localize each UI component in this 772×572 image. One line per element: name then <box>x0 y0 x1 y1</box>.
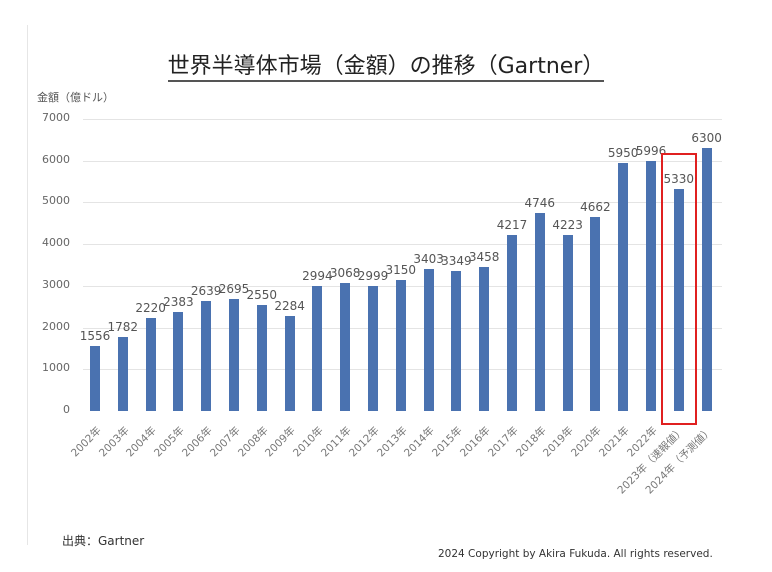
bar-18 <box>590 216 601 411</box>
x-tick-label: 2003年 <box>96 424 132 460</box>
bar-22 <box>701 148 712 411</box>
value-label: 3403 <box>413 252 444 267</box>
value-label: 3150 <box>385 262 417 277</box>
bar-12 <box>423 269 434 411</box>
value-label: 4223 <box>552 217 583 232</box>
y-tick-label: 7000 <box>42 111 70 124</box>
bar-3 <box>173 311 184 411</box>
value-label: 3458 <box>468 249 500 264</box>
value-label: 5330 <box>663 171 695 186</box>
bar-11 <box>395 279 406 411</box>
copyright-note: 2024 Copyright by Akira Fukuda. All righ… <box>438 548 713 560</box>
x-tick-label: 2020年 <box>569 424 605 460</box>
x-tick-label: 2018年 <box>513 424 549 460</box>
gridline <box>83 119 722 120</box>
x-tick-label: 2005年 <box>152 424 188 460</box>
x-tick-label: 2019年 <box>541 424 577 460</box>
x-tick-label: 2015年 <box>430 424 466 460</box>
value-label: 5996 <box>635 143 667 158</box>
y-tick-label: 0 <box>63 403 70 416</box>
value-label: 2695 <box>218 281 250 296</box>
bar-4 <box>201 300 212 411</box>
chart-title-text: 世界半導体市場（金額）の推移（Gartner） <box>167 54 605 82</box>
y-tick-label: 4000 <box>42 236 70 250</box>
value-label: 2639 <box>190 283 222 298</box>
value-label: 2994 <box>302 269 333 284</box>
x-tick-label: 2012年 <box>346 424 382 460</box>
bar-21 <box>673 188 684 411</box>
x-tick-label: 2004年 <box>124 424 160 460</box>
value-label: 1556 <box>79 329 111 344</box>
bar-1 <box>117 336 128 411</box>
bar-9 <box>340 283 351 411</box>
bar-16 <box>534 213 545 411</box>
gridline <box>83 244 722 246</box>
frame-border <box>27 25 28 545</box>
x-tick-label: 2011年 <box>318 424 354 460</box>
value-label: 4217 <box>496 218 528 233</box>
value-label: 4746 <box>524 196 556 211</box>
bar-10 <box>368 285 378 411</box>
bar-13 <box>451 271 462 411</box>
value-label: 2284 <box>274 298 305 313</box>
bar-2 <box>145 318 156 411</box>
x-tick-label: 2013年 <box>374 424 410 460</box>
bar-20 <box>646 160 656 411</box>
x-tick-label: 2021年 <box>596 424 632 460</box>
value-label: 2383 <box>163 294 194 309</box>
source-note: 出典：Gartner <box>62 534 145 548</box>
bar-6 <box>256 304 267 411</box>
x-tick-label: 2010年 <box>291 424 327 460</box>
x-tick-label: 2009年 <box>263 424 299 460</box>
value-label: 2220 <box>135 301 166 316</box>
x-tick-label: 2017年 <box>485 424 521 460</box>
bar-8 <box>312 286 323 411</box>
y-axis-unit-label: 金額（億ドル） <box>37 91 114 104</box>
gridline <box>83 202 722 204</box>
x-tick-label: 2008年 <box>235 424 271 460</box>
bar-19 <box>618 162 629 411</box>
value-label: 1782 <box>107 319 139 334</box>
value-label: 3349 <box>441 254 472 269</box>
gridline <box>83 160 722 162</box>
y-tick-label: 3000 <box>42 277 70 291</box>
bar-5 <box>229 298 239 411</box>
x-tick-label: 2006年 <box>179 424 215 460</box>
bar-17 <box>562 234 573 411</box>
chart-title: 世界半導体市場（金額）の推移（Gartner） <box>0 48 772 82</box>
x-tick-label: 2014年 <box>402 424 438 460</box>
y-tick-label: 2000 <box>42 319 70 333</box>
y-tick-label: 1000 <box>42 361 70 375</box>
bar-15 <box>507 235 517 411</box>
value-label: 3068 <box>329 266 361 281</box>
value-label: 2550 <box>246 287 278 302</box>
bar-0 <box>90 346 100 411</box>
value-label: 6300 <box>691 131 722 146</box>
y-tick-label: 6000 <box>42 152 70 166</box>
x-tick-label: 2002年 <box>68 424 104 460</box>
x-tick-label: 2007年 <box>207 424 243 460</box>
bar-7 <box>284 315 295 411</box>
highlight-box-2023 <box>660 153 697 425</box>
value-label: 2999 <box>357 268 389 283</box>
y-tick-label: 5000 <box>42 194 70 208</box>
value-label: 5950 <box>607 145 639 160</box>
x-tick-label: 2016年 <box>457 424 493 460</box>
bar-14 <box>479 266 490 411</box>
value-label: 4662 <box>580 199 611 214</box>
